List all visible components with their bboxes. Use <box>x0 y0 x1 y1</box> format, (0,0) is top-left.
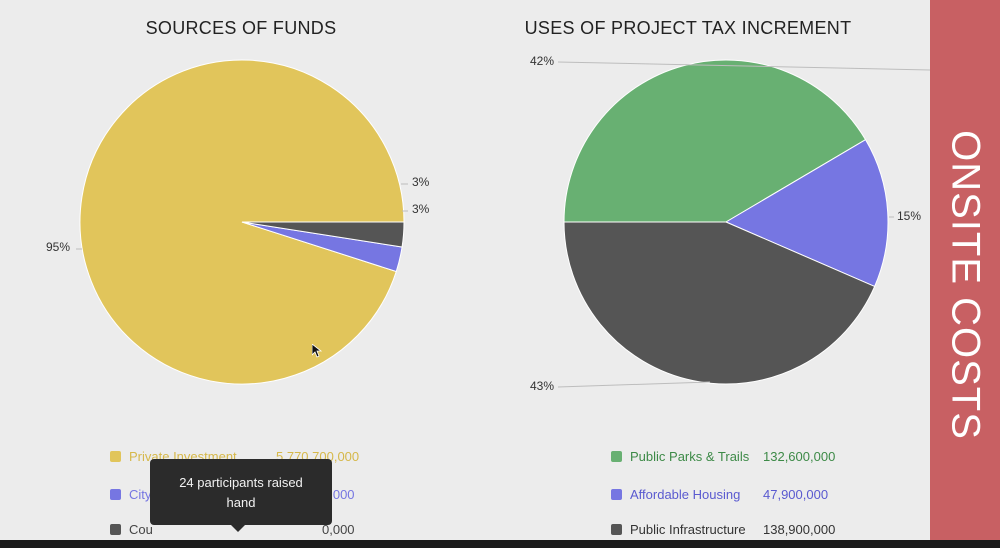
legend-label: Public Parks & Trails <box>630 448 750 464</box>
percent-label: 3% <box>412 175 430 189</box>
legend-swatch <box>611 450 622 462</box>
legend-value: 132,600,000 <box>763 448 836 464</box>
legend-item: Public Parks & Trails 132,600,000 <box>611 446 835 466</box>
participants-raised-hand-tooltip: 24 participants raised hand <box>150 459 332 525</box>
percent-label: 3% <box>412 202 430 216</box>
sources-pie-chart: 95% 3% 3% <box>46 59 430 385</box>
percent-leader-line <box>557 61 931 71</box>
mouse-pointer-icon <box>312 344 322 358</box>
legend-item: City 0,000 <box>110 484 355 504</box>
legend-value: 0,000 <box>322 521 355 537</box>
bottom-bar <box>0 540 1000 548</box>
legend-value: 138,900,000 <box>763 521 836 537</box>
legend-value: 47,900,000 <box>763 486 829 502</box>
side-banner-text: ONSITE COSTS <box>943 130 988 440</box>
uses-legend: Public Parks & Trails 132,600,000 Affordab… <box>611 434 911 537</box>
uses-pie-chart: 42% 15% 43% <box>530 54 931 393</box>
percent-leader-line <box>557 381 711 388</box>
legend-label: Affordable Housing <box>630 486 741 502</box>
chart-title-uses: USES OF PROJECT TAX INCREMENT <box>524 18 852 38</box>
pie-slice-public-parks-trails <box>563 59 867 223</box>
legend-item: Affordable Housing 47,900,000 <box>611 484 828 504</box>
pie-slice-public-infrastructure <box>563 221 876 385</box>
percent-label: 43% <box>530 379 554 393</box>
side-banner: ONSITE COSTS <box>930 0 1000 540</box>
legend-label: City <box>129 486 152 502</box>
legend-swatch <box>611 523 622 535</box>
legend-swatch <box>110 450 121 462</box>
tooltip-arrow <box>231 525 245 532</box>
pie-slice-county <box>241 221 405 248</box>
percent-label: 95% <box>46 240 70 254</box>
legend-swatch <box>611 488 622 500</box>
legend-swatch <box>110 488 121 500</box>
percent-label: 42% <box>530 54 554 68</box>
legend-label: Cou <box>129 521 153 537</box>
pie-slice-affordable-housing <box>724 138 889 288</box>
legend-item: Public Infrastructure 138,900,000 <box>611 519 835 539</box>
chart-title-sources: SOURCES OF FUNDS <box>145 18 337 38</box>
percent-label: 15% <box>897 209 921 223</box>
legend-label: Public Infrastructure <box>630 521 746 537</box>
uses-of-tax-increment-panel: USES OF PROJECT TAX INCREMENT 42% 15% 43% … <box>470 0 931 540</box>
legend-swatch <box>110 523 121 535</box>
legend-item: Cou 0,000 <box>110 519 355 539</box>
